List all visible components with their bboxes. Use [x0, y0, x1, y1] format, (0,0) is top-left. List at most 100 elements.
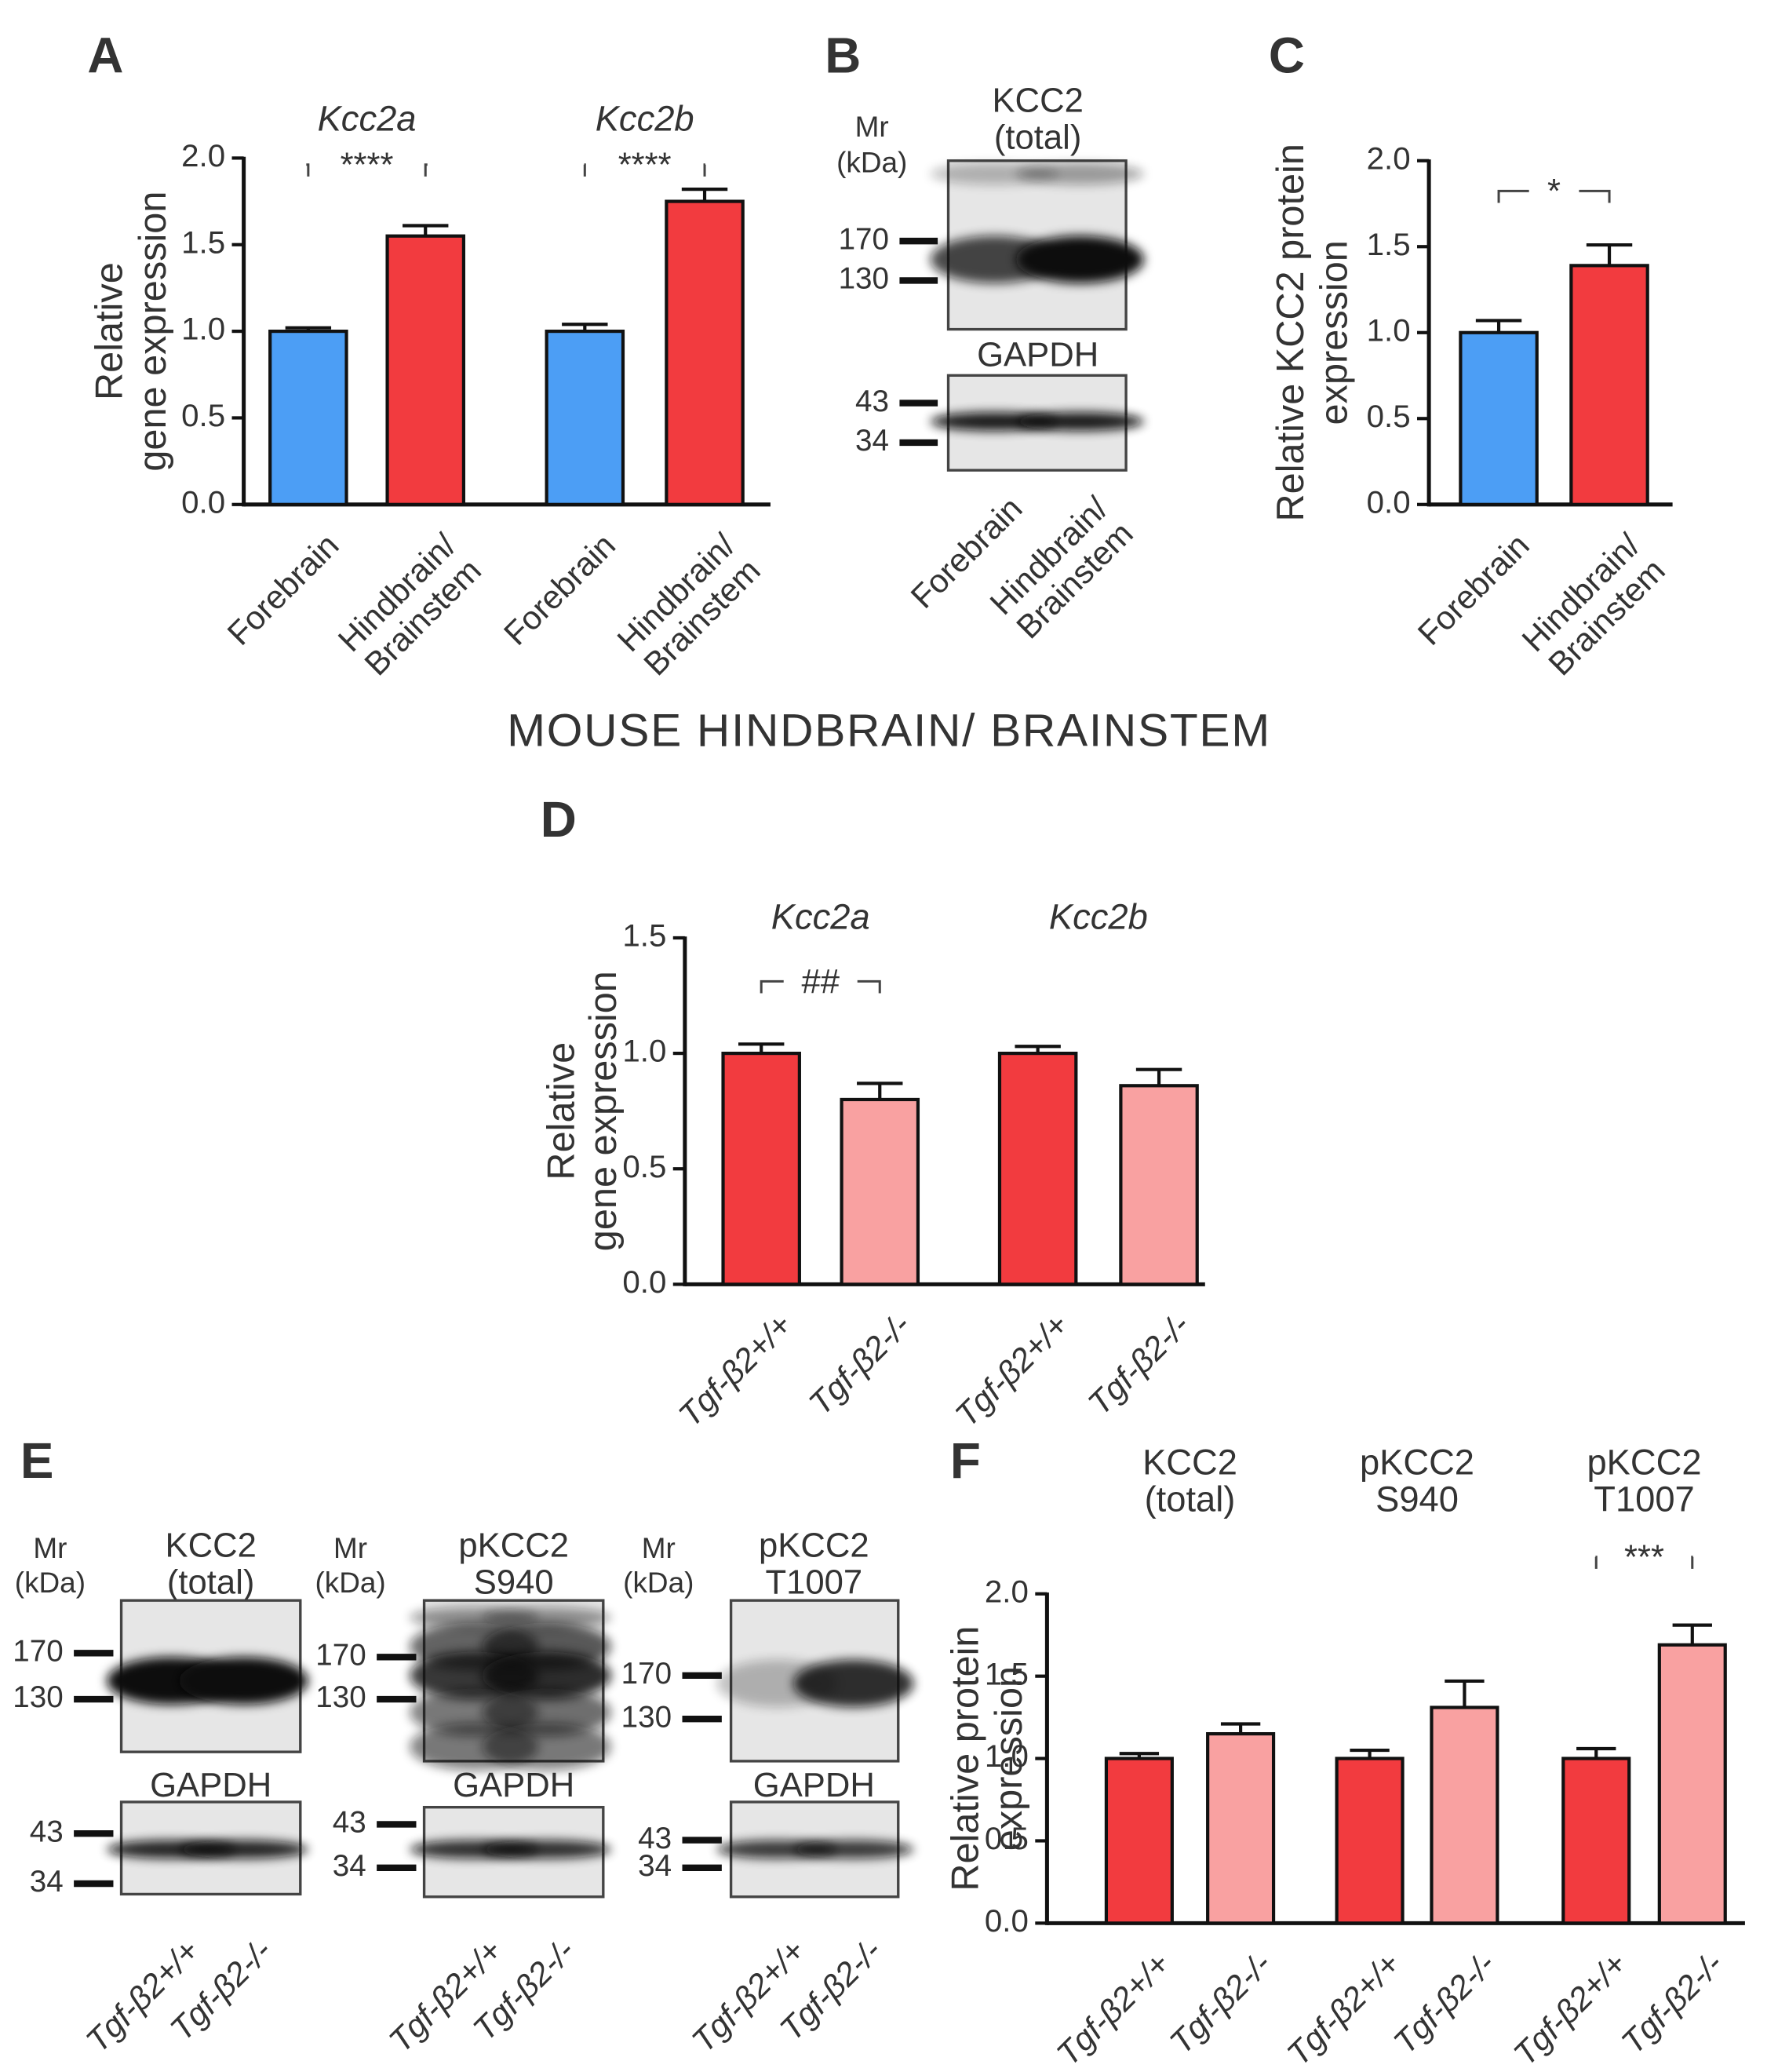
mr-label: (kDa) — [15, 1567, 86, 1599]
panel-letter: B — [825, 27, 861, 83]
section-title: MOUSE HINDBRAIN/ BRAINSTEM — [507, 705, 1271, 756]
x-tick-label: Tgf-β2-/- — [1080, 1306, 1196, 1421]
bar — [840, 1097, 920, 1286]
blot-loading-label: GAPDH — [453, 1767, 574, 1804]
mr-label: Mr — [33, 1532, 67, 1564]
blot-band — [482, 1607, 611, 1629]
blot-target-label: S940 — [474, 1564, 554, 1602]
x-tick-label: Forebrain — [497, 527, 622, 652]
y-axis-label: expression — [1313, 240, 1355, 425]
mr-label: (kDa) — [836, 147, 907, 179]
x-tick-label: Tgf-β2+/+ — [1280, 1945, 1407, 2072]
marker-label: 170 — [315, 1639, 366, 1673]
bar — [268, 330, 348, 506]
blot-target-label: (total) — [167, 1564, 255, 1602]
bar — [1430, 1705, 1499, 1925]
mr-label: (kDa) — [315, 1567, 385, 1599]
significance-label: *** — [1624, 1539, 1664, 1577]
group-label: T1007 — [1594, 1479, 1694, 1519]
significance-bracket — [583, 163, 706, 177]
bar — [721, 1052, 801, 1286]
significance-bracket — [1497, 189, 1611, 203]
blot-band — [179, 1657, 308, 1705]
y-axis-label: Relative KCC2 protein — [1270, 144, 1312, 521]
bar — [1657, 1643, 1727, 1925]
group-label: pKCC2 — [1360, 1442, 1474, 1482]
significance-label: * — [1547, 173, 1561, 210]
blot-band — [1015, 235, 1144, 283]
marker-label: 130 — [839, 262, 889, 296]
marker-label: 170 — [13, 1634, 63, 1668]
y-tick-label: 0.5 — [181, 398, 225, 433]
y-tick-label: 1.5 — [622, 918, 666, 954]
y-tick-label: 2.0 — [1367, 140, 1411, 176]
blot-target-label: KCC2 — [992, 82, 1083, 119]
x-tick-label: Tgf-β2+/+ — [1049, 1945, 1176, 2072]
marker-label: 34 — [855, 424, 889, 458]
y-tick-label: 1.5 — [181, 224, 225, 260]
y-axis-label: gene expression — [582, 971, 625, 1251]
marker-label: 43 — [855, 385, 889, 418]
x-tick-label: Tgf-β2+/+ — [948, 1306, 1075, 1433]
y-tick-label: 0.0 — [985, 1903, 1029, 1939]
marker-label: 34 — [30, 1865, 64, 1899]
blot-band — [1015, 163, 1144, 184]
bar — [665, 199, 745, 506]
blot-target-label: T1007 — [765, 1564, 862, 1602]
y-tick-label: 1.5 — [985, 1656, 1029, 1691]
blot-band — [482, 1840, 611, 1859]
group-label: KCC2 — [1142, 1442, 1237, 1482]
blot-band — [482, 1688, 611, 1737]
blot-band — [792, 1659, 914, 1708]
y-axis-label: Relative — [89, 262, 131, 400]
group-label: (total) — [1145, 1479, 1236, 1519]
x-tick-label: Tgf-β2-/- — [1614, 1945, 1729, 2060]
marker-label: 34 — [333, 1849, 366, 1883]
y-tick-label: 1.5 — [1367, 227, 1411, 262]
mr-label: Mr — [333, 1532, 367, 1564]
significance-bracket — [1594, 1556, 1694, 1569]
y-axis-label: Relative protein — [945, 1626, 987, 1891]
y-axis-label: gene expression — [132, 192, 174, 472]
bar — [1104, 1756, 1174, 1925]
significance-label: ## — [801, 963, 840, 1001]
group-label: Kcc2b — [596, 98, 694, 138]
marker-label: 130 — [13, 1680, 63, 1714]
bar — [1119, 1084, 1199, 1286]
mr-label: Mr — [855, 111, 889, 143]
y-tick-label: 0.5 — [622, 1149, 666, 1184]
blot-loading-label: GAPDH — [753, 1767, 875, 1804]
group-label: Kcc2a — [318, 98, 417, 138]
blot-target-label: pKCC2 — [458, 1527, 569, 1565]
panel-letter: F — [950, 1432, 981, 1489]
blot-band — [179, 1840, 308, 1859]
y-tick-label: 0.5 — [1367, 399, 1411, 434]
y-tick-label: 2.0 — [181, 138, 225, 173]
x-tick-label: Tgf-β2+/+ — [1507, 1945, 1634, 2072]
y-tick-label: 0.0 — [181, 484, 225, 520]
marker-label: 170 — [621, 1657, 672, 1691]
marker-label: 130 — [621, 1700, 672, 1734]
y-tick-label: 1.0 — [181, 312, 225, 347]
bar — [1561, 1756, 1631, 1925]
y-tick-label: 0.0 — [1367, 484, 1411, 520]
bar — [1206, 1731, 1276, 1925]
y-tick-label: 1.0 — [1367, 312, 1411, 348]
significance-bracket — [760, 979, 881, 994]
blot-target-label: (total) — [994, 119, 1082, 156]
significance-label: **** — [341, 147, 394, 184]
panel-letter: C — [1269, 27, 1305, 83]
blot-band — [792, 1840, 914, 1859]
x-tick-label: Tgf-β2-/- — [1162, 1945, 1277, 2060]
marker-label: 34 — [638, 1849, 672, 1883]
marker-label: 130 — [315, 1680, 366, 1714]
bar — [385, 234, 465, 506]
blot-loading-label: GAPDH — [977, 336, 1098, 374]
bar — [1459, 330, 1539, 506]
y-tick-label: 0.0 — [622, 1264, 666, 1300]
significance-bracket — [306, 163, 428, 177]
y-tick-label: 0.5 — [985, 1821, 1029, 1856]
bar — [1569, 264, 1649, 506]
